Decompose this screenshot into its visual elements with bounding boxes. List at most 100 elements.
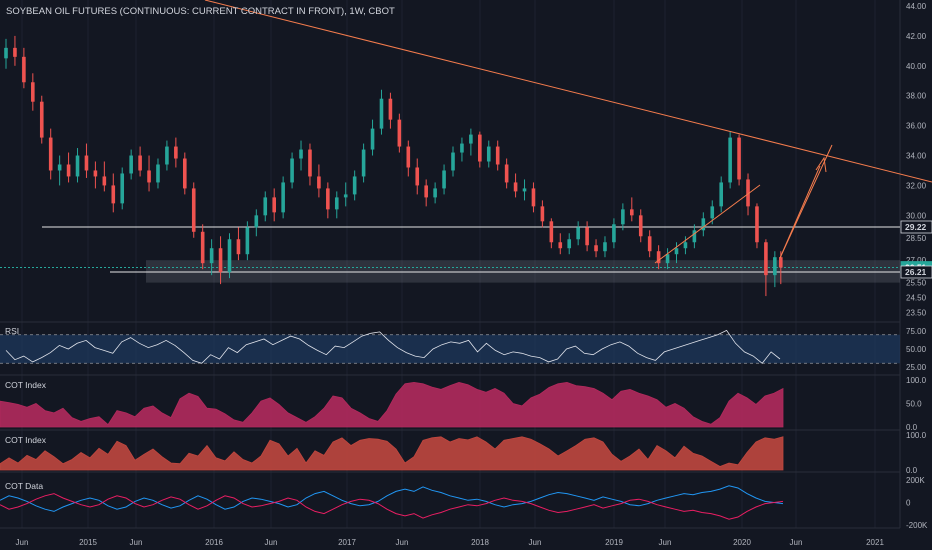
time-tick-label: 2015: [79, 538, 97, 547]
candle-body: [478, 134, 482, 162]
candle-body: [737, 137, 741, 180]
candle-body: [585, 227, 589, 246]
cot-area: [0, 381, 784, 428]
chart-title: SOYBEAN OIL FUTURES (CONTINUOUS: CURRENT…: [6, 6, 395, 17]
candle-body: [710, 206, 715, 219]
candle-body: [415, 167, 420, 186]
time-tick-label: Jun: [265, 538, 278, 547]
candle-body: [567, 239, 572, 249]
time-tick-label: 2018: [471, 538, 489, 547]
candle-body: [451, 152, 455, 171]
candle-body: [209, 248, 214, 264]
candle-body: [469, 134, 473, 144]
cot-tick-label: 50.0: [906, 400, 922, 409]
candle-body: [388, 98, 393, 120]
candle-body: [361, 149, 366, 177]
candle-body: [156, 164, 160, 183]
cot-tick-label: 0.0: [906, 466, 918, 475]
rsi-panel: RSI 75.00 50.00 25.00: [0, 326, 927, 372]
rsi-label: RSI: [5, 326, 19, 336]
candle-body: [48, 137, 53, 171]
candlestick-series: [4, 35, 783, 297]
candle-body: [406, 146, 411, 168]
candle-body: [692, 230, 697, 243]
candle-body: [379, 98, 384, 129]
gridlines: [0, 0, 901, 529]
candle-body: [299, 149, 303, 159]
candle-body: [66, 164, 71, 177]
cot-data-tick-label: 200K: [906, 476, 925, 485]
candle-body: [75, 155, 80, 177]
time-tick-label: Jun: [529, 538, 542, 547]
price-tick-label: 23.50: [906, 309, 927, 318]
candle-body: [200, 231, 205, 264]
cot-data-line: [0, 493, 784, 520]
time-tick-label: 2019: [605, 538, 623, 547]
time-tick-label: 2021: [866, 538, 884, 547]
rsi-tick-label: 25.00: [906, 363, 927, 372]
time-axis: Jun 2015 Jun 2016 Jun 2017 Jun 2018 Jun 2019 Jun 20…: [16, 538, 885, 547]
candle-body: [326, 188, 330, 210]
candle-body: [630, 209, 634, 216]
cot-area: [0, 436, 784, 471]
candle-body: [317, 176, 321, 189]
price-label-box: [900, 265, 932, 279]
candle-body: [621, 209, 625, 225]
candle-body: [272, 197, 276, 213]
candle-body: [31, 82, 35, 102]
candle-body: [612, 224, 616, 243]
time-tick-label: Jun: [396, 538, 409, 547]
candle-body: [683, 242, 688, 249]
time-tick-label: Jun: [790, 538, 803, 547]
price-tick-label: 24.50: [906, 294, 927, 303]
candle-body: [719, 182, 723, 207]
candle-body: [174, 146, 178, 159]
support-zone-rect: [146, 260, 900, 283]
price-tick-label: 30.00: [906, 211, 927, 220]
candle-body: [656, 251, 661, 264]
downtrend-line: [204, 0, 932, 183]
support-zone: [146, 260, 900, 283]
candle-body: [334, 197, 339, 210]
candle-body: [779, 257, 783, 268]
cot-data-panel: COT Data 200K 0 -200K: [0, 476, 928, 530]
candle-body: [397, 119, 402, 147]
cot-tick-label: 100.0: [906, 431, 927, 440]
candle-body: [138, 155, 142, 171]
candle-body: [111, 185, 116, 204]
candle-body: [39, 101, 44, 138]
price-label-text: 29.22: [905, 222, 927, 232]
rsi-band: [0, 334, 900, 364]
candle-body: [57, 164, 62, 171]
candle-body: [281, 182, 285, 213]
time-tick-label: Jun: [130, 538, 143, 547]
candle-body: [433, 188, 437, 198]
candle-body: [236, 239, 241, 255]
candle-body: [254, 215, 259, 228]
candle-body: [352, 176, 357, 195]
candle-body: [513, 182, 518, 192]
candle-body: [594, 245, 598, 252]
candle-body: [102, 176, 107, 186]
rsi-line: [5, 329, 781, 364]
candle-body: [183, 158, 187, 189]
arrow-head: [815, 156, 827, 173]
price-tick-label: 44.00: [906, 2, 927, 11]
candle-body: [603, 242, 607, 252]
trendlines: [204, 0, 932, 264]
time-tick-label: 2017: [338, 538, 356, 547]
cot-index-panel-2: COT Index 100.0 0.0: [0, 431, 927, 475]
rsi-tick-label: 75.00: [906, 327, 927, 336]
candle-body: [665, 254, 670, 264]
candle-body: [191, 188, 196, 232]
candle-body: [540, 206, 545, 222]
candle-body: [84, 155, 89, 171]
candle-body: [755, 206, 759, 243]
candle-body: [486, 146, 491, 162]
price-tick-label: 38.00: [906, 92, 927, 101]
rsi-tick-label: 50.00: [906, 345, 927, 354]
candle-body: [674, 248, 679, 255]
candle-body: [522, 188, 527, 192]
cot-label: COT Index: [5, 435, 47, 445]
cot-index-panel-1: COT Index 100.0 50.0 0.0: [0, 376, 927, 432]
